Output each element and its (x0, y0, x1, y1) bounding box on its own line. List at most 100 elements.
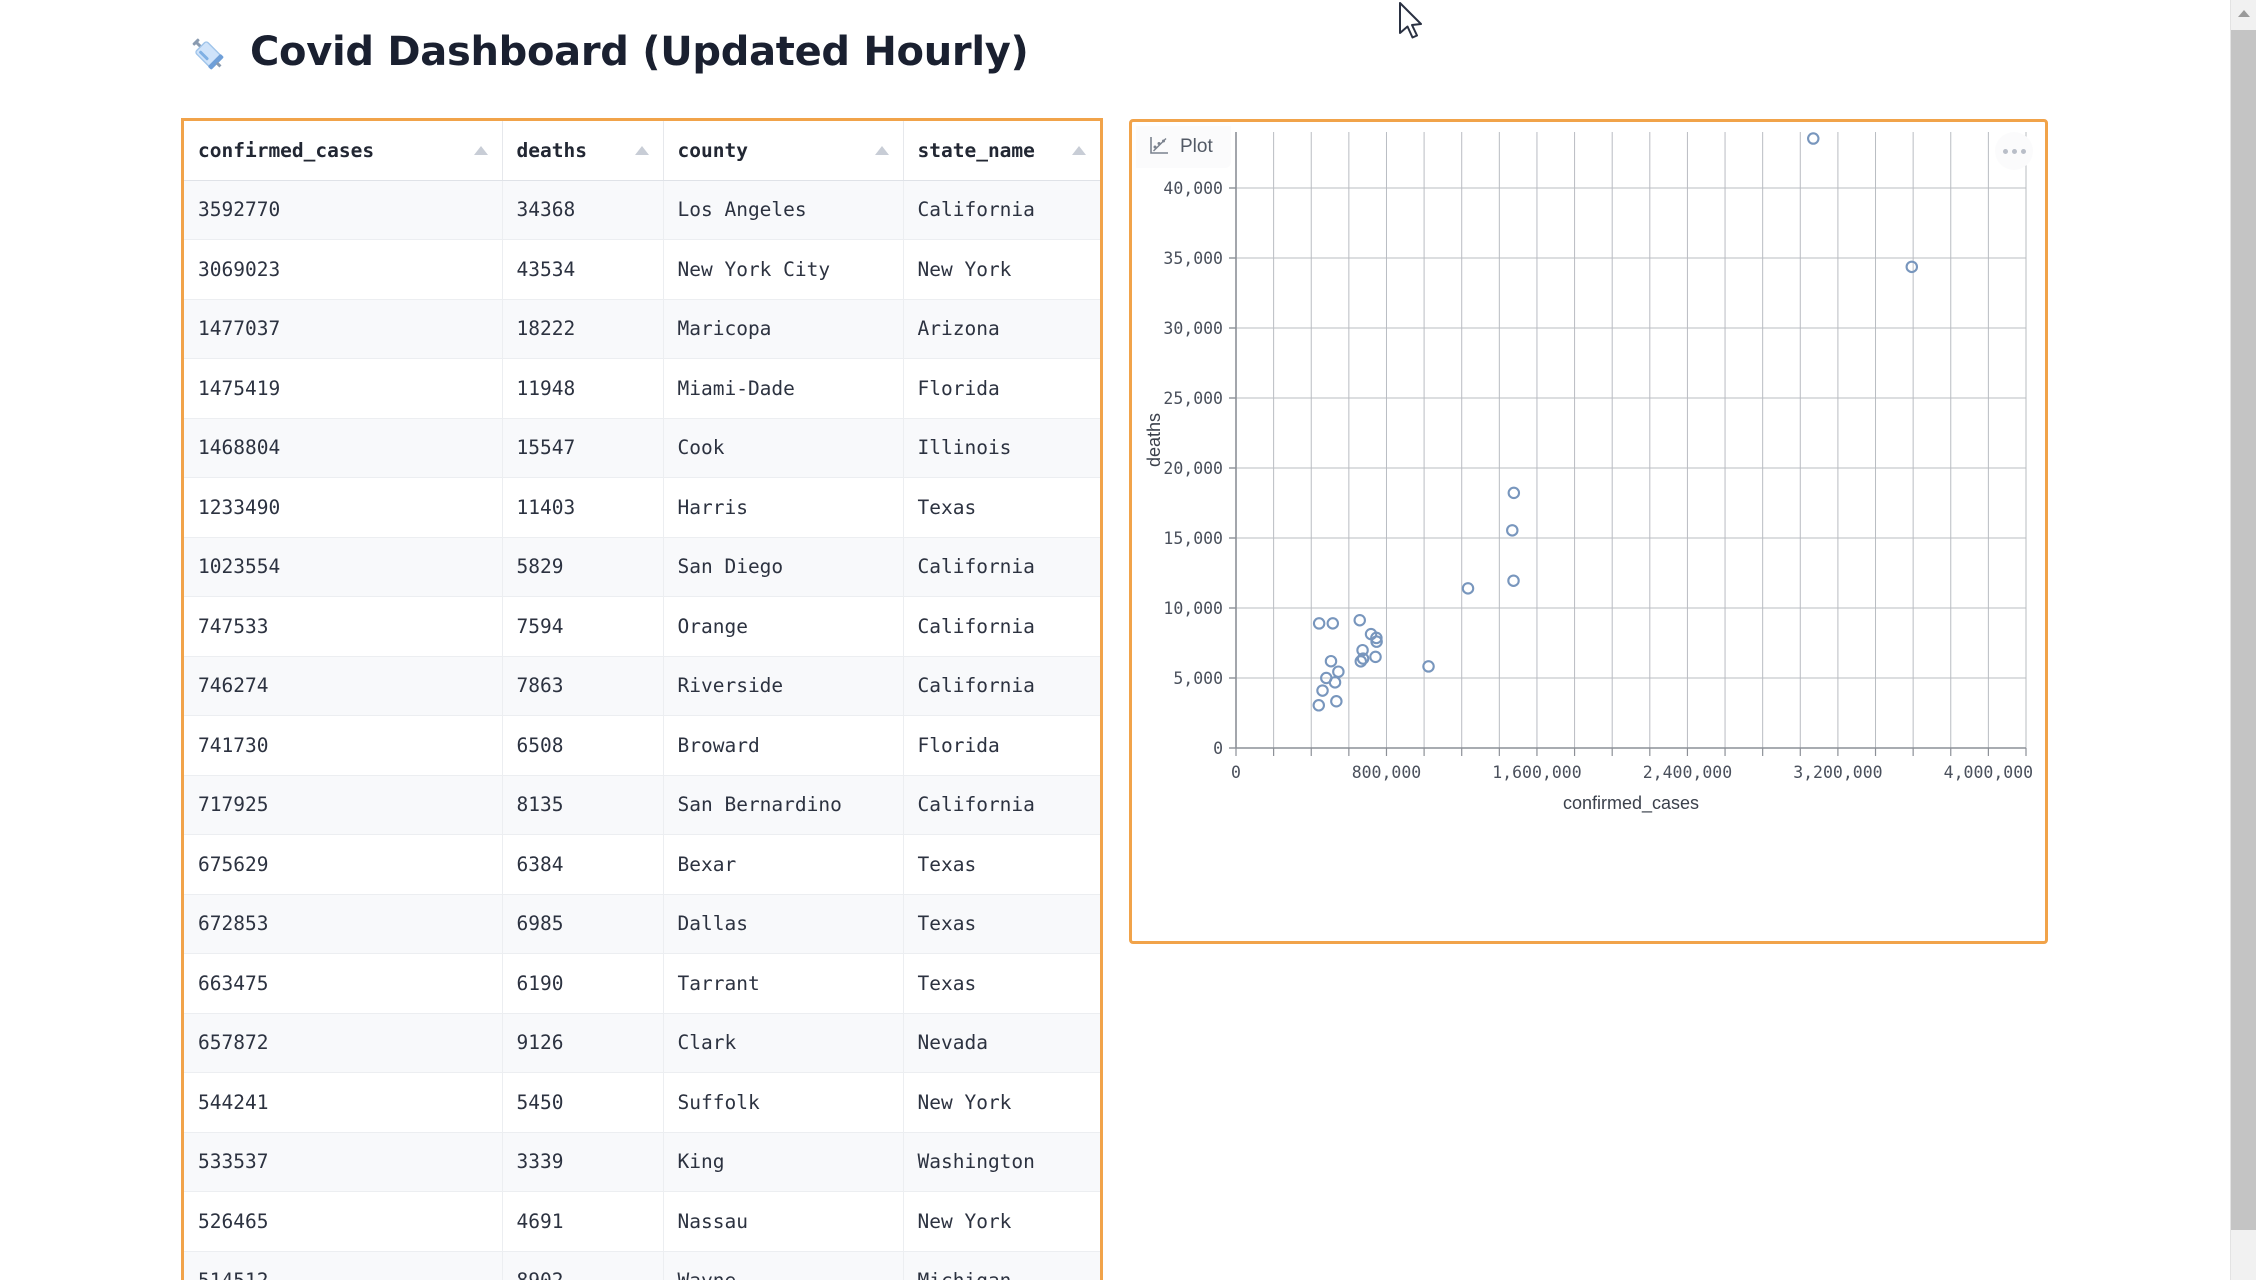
sort-ascending-icon[interactable] (634, 145, 649, 155)
table-row[interactable]: 1468804 15547 Cook Illinois (184, 418, 1100, 478)
data-points (1312, 132, 1919, 712)
table-row[interactable]: 746274 7863 Riverside California (184, 656, 1100, 716)
page-title: Covid Dashboard (Updated Hourly) (250, 29, 1029, 75)
vertical-scrollbar[interactable] (2230, 0, 2256, 1280)
table-cell-deaths: 9126 (502, 1013, 664, 1073)
data-point[interactable] (1320, 671, 1333, 685)
table-cell-confirmed_cases: 663475 (184, 953, 503, 1014)
table-cell-deaths: 6508 (502, 715, 664, 776)
table-cell-state_name: Arizona (903, 299, 1100, 359)
scrollbar-thumb[interactable] (2231, 30, 2256, 1230)
table-row[interactable]: 1477037 18222 Maricopa Arizona (184, 299, 1100, 359)
page-header: Covid Dashboard (Updated Hourly) (184, 28, 1029, 76)
table-row[interactable]: 1233490 11403 Harris Texas (184, 477, 1100, 538)
table-row[interactable]: 533537 3339 King Washington (184, 1132, 1100, 1192)
data-point[interactable] (1506, 524, 1519, 537)
column-header-state-name[interactable]: state_name (903, 121, 1100, 181)
dot (2020, 148, 2026, 154)
table-row[interactable]: 663475 6190 Tarrant Texas (184, 953, 1100, 1014)
data-point[interactable] (1461, 582, 1475, 595)
table-cell-state_name: Texas (903, 834, 1100, 895)
table-row[interactable]: 1475419 11948 Miami-Dade Florida (184, 358, 1100, 419)
data-point[interactable] (1356, 652, 1370, 665)
column-header-deaths[interactable]: deaths (502, 121, 664, 181)
column-header-confirmed-cases[interactable]: confirmed_cases (184, 121, 503, 181)
table-row[interactable]: 3592770 34368 Los Angeles California (184, 180, 1100, 240)
table-row[interactable]: 3069023 43534 New York City New York (184, 239, 1100, 300)
data-point[interactable] (1316, 684, 1329, 697)
column-header-label: deaths (516, 138, 587, 162)
y-tick-label: 25,000 (1163, 389, 1223, 408)
table-row[interactable]: 5145128902WayneMichigan (184, 1251, 1100, 1280)
data-point[interactable] (1905, 260, 1919, 274)
table-cell-deaths: 3339 (502, 1132, 664, 1192)
column-header-label: confirmed_cases (198, 138, 375, 162)
table-cell-confirmed_cases: 675629 (184, 834, 503, 895)
table-cell-state_name: Florida (903, 715, 1100, 776)
table-row[interactable]: 747533 7594 Orange California (184, 596, 1100, 657)
table-cell-deaths: 6384 (502, 834, 664, 895)
table-cell-deaths: 11403 (502, 477, 664, 538)
data-point[interactable] (1364, 627, 1378, 641)
caret-up-icon[interactable] (2231, 0, 2256, 26)
table-row[interactable]: 544241 5450 Suffolk New York (184, 1072, 1100, 1133)
dot (2011, 148, 2017, 154)
scatter-chart-svg: 0 5,000 10,000 15,000 20,000 25,000 30,000 35,0… (1144, 132, 2033, 814)
data-point[interactable] (1326, 617, 1340, 630)
data-point[interactable] (1807, 132, 1820, 145)
data-point[interactable] (1353, 613, 1366, 627)
table-row[interactable]: 1023554 5829 San Diego California (184, 537, 1100, 597)
data-table-panel: confirmed_cases deaths county (181, 118, 1103, 1280)
data-point[interactable] (1369, 650, 1382, 664)
table-cell-deaths: 8135 (502, 775, 664, 835)
data-point[interactable] (1507, 574, 1520, 587)
data-point[interactable] (1312, 699, 1326, 712)
table-cell-deaths: 15547 (502, 418, 664, 478)
table-cell-deaths: 7863 (502, 656, 664, 716)
data-point[interactable] (1312, 617, 1326, 630)
table-row[interactable]: 657872 9126 Clark Nevada (184, 1013, 1100, 1073)
data-point[interactable] (1422, 660, 1435, 673)
arrow-cursor (1398, 2, 1428, 49)
sort-ascending-icon[interactable] (473, 145, 488, 155)
table-cell-confirmed_cases: 1475419 (184, 358, 503, 419)
table-cell-county: Tarrant (663, 953, 904, 1014)
table-cell-deaths: 34368 (502, 180, 664, 240)
data-point[interactable] (1330, 695, 1343, 708)
table-cell-confirmed_cases: 1477037 (184, 299, 503, 359)
table-cell-state_name: Texas (903, 953, 1100, 1014)
sort-ascending-icon[interactable] (1072, 145, 1086, 155)
table-cell-county: Clark (663, 1013, 904, 1073)
table-row[interactable]: 717925 8135 San Bernardino California (184, 775, 1100, 835)
column-header-county[interactable]: county (663, 121, 904, 181)
table-cell-deaths: 43534 (502, 239, 664, 300)
table-cell-confirmed_cases: 544241 (184, 1072, 503, 1133)
y-tick-label: 30,000 (1163, 319, 1223, 338)
data-point[interactable] (1507, 486, 1521, 500)
column-header-label: state_name (917, 138, 1035, 162)
table-cell-deaths: 5450 (502, 1072, 664, 1133)
table-row[interactable]: 672853 6985 Dallas Texas (184, 894, 1100, 954)
data-point[interactable] (1354, 655, 1368, 668)
plot-panel[interactable]: 0 5,000 10,000 15,000 20,000 25,000 30,000 35,0… (1129, 119, 2048, 944)
table-cell-state_name: Michigan (903, 1251, 1100, 1280)
tab-plot[interactable]: Plot (1136, 126, 1231, 168)
data-point[interactable] (1332, 665, 1345, 678)
data-point[interactable] (1324, 654, 1338, 668)
more-options-icon[interactable] (1995, 132, 2033, 170)
table-cell-state_name: New York (903, 239, 1100, 300)
table-cell-state_name: Illinois (903, 418, 1100, 478)
table-row[interactable]: 741730 6508 Broward Florida (184, 715, 1100, 776)
table-cell-deaths: 7594 (502, 596, 664, 657)
table-row[interactable]: 526465 4691 Nassau New York (184, 1191, 1100, 1252)
table-cell-deaths: 8902 (502, 1251, 664, 1280)
x-tick-label: 2,400,000 (1643, 763, 1732, 782)
table-row[interactable]: 675629 6384 Bexar Texas (184, 834, 1100, 895)
tab-plot-label: Plot (1180, 136, 1213, 157)
table-cell-county: Riverside (663, 656, 904, 716)
table-cell-deaths: 6190 (502, 953, 664, 1014)
sort-ascending-icon[interactable] (874, 145, 889, 155)
y-tick-label: 0 (1213, 739, 1223, 758)
table-cell-state_name: New York (903, 1191, 1100, 1252)
